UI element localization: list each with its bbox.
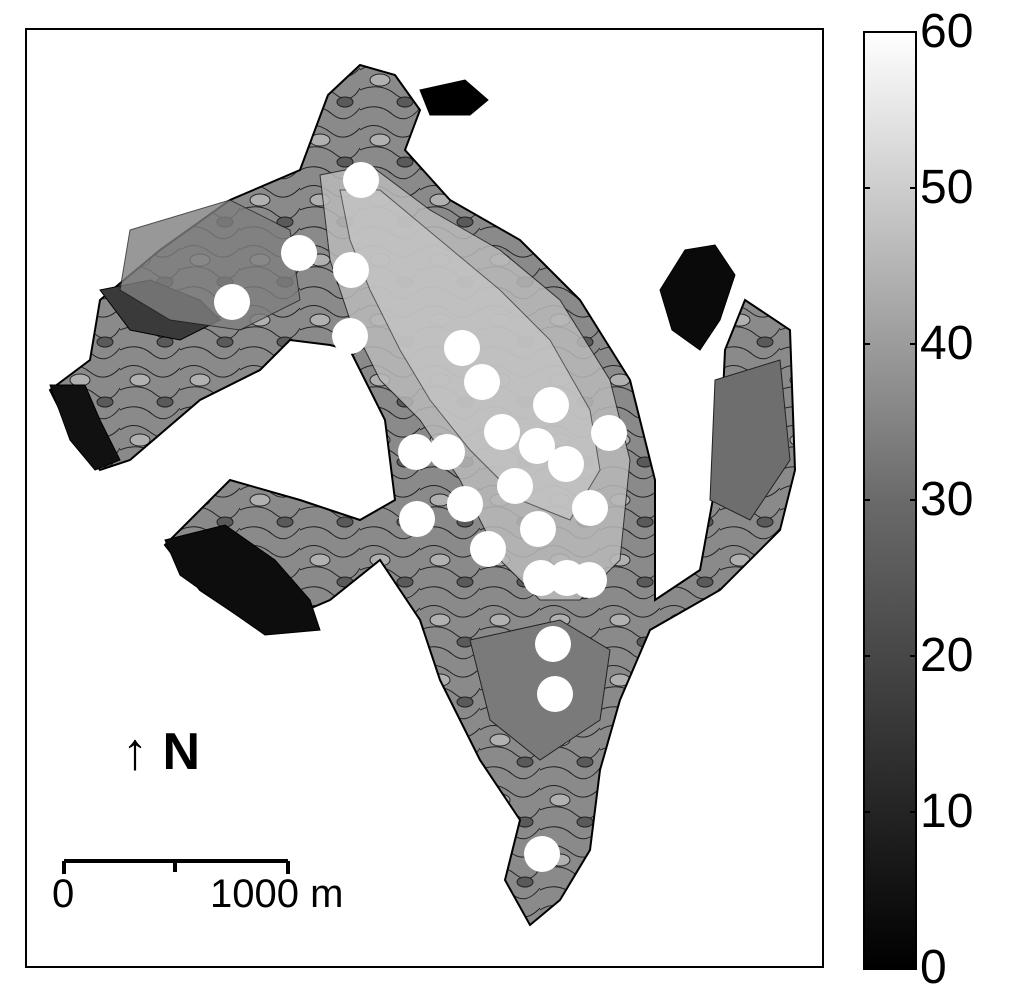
colorbar [863,31,917,970]
sample-point [523,560,559,596]
sample-point [333,252,369,288]
sample-point [548,446,584,482]
sample-point [447,486,483,522]
sample-point [537,676,573,712]
mid-patch-upper [119,199,301,331]
sample-markers [214,162,627,872]
colorbar-tick-label: 10 [920,785,974,838]
colorbar-tick-label: 50 [920,161,974,214]
north-letter: N [162,723,201,781]
sample-point [520,511,556,547]
sample-point [519,428,555,464]
colorbar-tick-label: 30 [920,473,974,526]
dark-patch-e [659,244,736,351]
colorbar-tick-label: 20 [920,629,974,682]
sample-point [429,434,465,470]
dark-patch-sw [164,524,321,636]
colorbar-tick-label: 40 [920,317,974,370]
sample-point [343,162,379,198]
sample-point [332,318,368,354]
mid-patch-arm [709,359,791,521]
sample-point [484,414,520,450]
sample-point [444,330,480,366]
sample-point [497,468,533,504]
sample-point [571,562,607,598]
scale-bar-start-label: 0 [52,872,75,916]
north-arrow-icon: ↑ [122,723,148,781]
sample-point [281,235,317,271]
dark-patch-ne [419,79,489,116]
colorbar-tick-label: 60 [920,5,974,58]
colorbar-ticks [864,187,916,813]
sample-point [591,415,627,451]
sample-point [398,434,434,470]
sample-point [524,836,560,872]
sample-point [533,387,569,423]
dark-patch-w [49,384,121,471]
sample-point [399,501,435,537]
north-arrow: ↑ N [122,722,200,782]
sample-point [572,490,608,526]
sample-point [470,531,506,567]
sample-point [214,284,250,320]
colorbar-tick-label: 0 [920,941,947,994]
sample-point [535,626,571,662]
scale-bar-end-label: 1000 m [210,872,344,916]
sample-point [464,364,500,400]
scale-bar [62,859,290,874]
